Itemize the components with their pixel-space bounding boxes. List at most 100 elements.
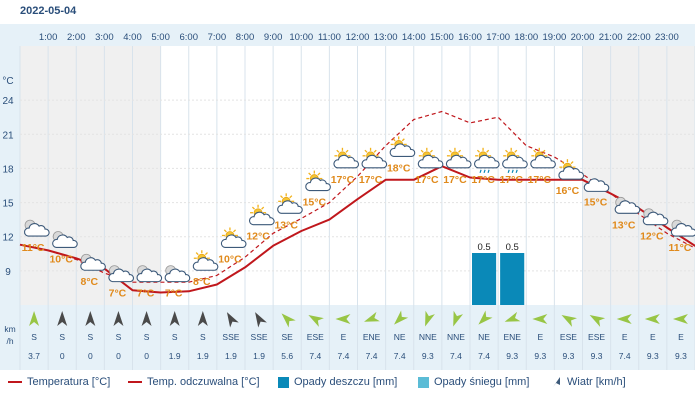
raindrop	[507, 169, 510, 173]
wind-arrow-icon	[29, 311, 40, 326]
wind-speed: 9.3	[534, 351, 546, 361]
wind-direction: E	[341, 332, 347, 342]
wind-arrow-icon	[425, 310, 435, 327]
y-tick-label: 12	[2, 233, 14, 244]
wind-speed: 1.9	[253, 351, 265, 361]
temp-label: 17°C	[528, 174, 552, 186]
wind-arrow-icon	[553, 377, 560, 387]
sun-cloud-icon	[277, 193, 303, 214]
cloud-shape	[108, 268, 134, 283]
sun-ray	[280, 195, 284, 199]
wind-arrow-shape	[589, 315, 606, 327]
wind-arrow-icon	[644, 314, 660, 324]
hour-header-band	[0, 24, 695, 46]
wind-speed: 5.6	[281, 351, 293, 361]
wind-arrow-shape	[29, 311, 40, 326]
wind-speed: 1.9	[225, 351, 237, 361]
cloud-shape	[583, 178, 610, 192]
wind-direction: NE	[478, 332, 490, 342]
rain-bar	[500, 253, 525, 305]
plot-column-bg	[610, 46, 639, 305]
night-cloudy-icon	[670, 219, 695, 237]
legend-feels[interactable]: Temp. odczuwalna [°C]	[128, 376, 260, 388]
wind-speed: 7.4	[619, 351, 631, 361]
legend-rain[interactable]: Opady deszczu [mm]	[278, 376, 397, 388]
sun-ray	[448, 149, 452, 153]
wind-direction: NNE	[419, 332, 437, 342]
wind-speed: 7.4	[366, 351, 378, 361]
wind-direction: ENE	[503, 332, 521, 342]
hour-label: 13:00	[374, 32, 398, 43]
wind-speed: 0	[116, 351, 121, 361]
sun-ray	[364, 149, 368, 153]
wind-speed: 0	[60, 351, 65, 361]
wind-arrow-shape	[85, 311, 96, 326]
legend-temp[interactable]: Temperatura [°C]	[8, 376, 110, 388]
wind-arrow-icon	[197, 311, 208, 326]
night-cloudy-icon	[80, 253, 106, 271]
plot-column-bg	[216, 46, 245, 305]
wind-direction: E	[678, 332, 684, 342]
wind-direction: S	[59, 332, 65, 342]
legend-feels-swatch	[128, 381, 142, 383]
hour-label: 8:00	[236, 32, 255, 43]
temp-label: 17°C	[471, 174, 495, 186]
rain-bar-label: 0.5	[506, 242, 519, 253]
grid-lines	[19, 46, 695, 370]
sun-cloud-icon	[389, 136, 416, 157]
hour-label: 5:00	[151, 32, 170, 43]
temp-label: 17°C	[415, 174, 439, 186]
wind-arrow-icon	[616, 314, 632, 324]
wind-arrow-shape	[226, 312, 239, 328]
raindrop	[487, 169, 490, 173]
wind-arrow-icon	[394, 310, 409, 325]
night-cloudy-icon	[52, 231, 78, 249]
wind-arrow-shape	[504, 311, 521, 322]
wind-arrow-icon	[169, 311, 180, 326]
hour-label: 3:00	[95, 32, 114, 43]
wind-direction: SSE	[251, 332, 268, 342]
plot-column-bg	[160, 46, 189, 305]
wind-speed: 7.4	[309, 351, 321, 361]
wind-unit-km: km	[4, 324, 15, 334]
cloud-shape	[277, 200, 303, 214]
temp-label: 7°C	[137, 288, 155, 300]
wind-speed: 9.3	[563, 351, 575, 361]
legend-feels-label: Temp. odczuwalna [°C]	[147, 376, 260, 388]
y-tick-label: 24	[2, 96, 14, 107]
wind-direction: S	[116, 332, 122, 342]
hour-label: 10:00	[289, 32, 313, 43]
y-tick-label: 15	[2, 199, 14, 210]
night-cloudy-icon	[614, 196, 641, 214]
wind-speed: 9.3	[422, 351, 434, 361]
cloud-shape	[445, 154, 472, 169]
hour-label: 20:00	[571, 32, 595, 43]
cloud-shape	[530, 154, 556, 169]
wind-arrow-icon	[453, 310, 464, 327]
hour-label: 14:00	[402, 32, 426, 43]
sun-rain-icon	[502, 147, 528, 173]
sun-rain-icon	[474, 147, 500, 173]
wind-arrow-icon	[255, 312, 267, 328]
wind-speed: 9.3	[647, 351, 659, 361]
sun-ray	[233, 229, 237, 233]
legend-snow[interactable]: Opady śniegu [mm]	[418, 376, 529, 388]
legend-snow-label: Opady śniegu [mm]	[434, 376, 530, 388]
temp-label: 10°C	[49, 253, 73, 265]
wind-direction: SSE	[222, 332, 239, 342]
sun-ray	[195, 252, 199, 256]
legend-wind[interactable]: Wiatr [km/h]	[550, 376, 626, 388]
temp-label: 13°C	[612, 219, 636, 231]
hour-label: 6:00	[180, 32, 199, 43]
wind-arrow-shape	[453, 310, 464, 327]
plot-column-bg	[104, 46, 133, 305]
wind-direction: S	[31, 332, 37, 342]
sun-cloud-icon	[361, 147, 388, 169]
plot-column-bg	[413, 46, 442, 305]
sun-ray	[514, 149, 518, 153]
sun-ray	[289, 195, 293, 199]
legend-temp-label: Temperatura [°C]	[27, 376, 111, 388]
wind-direction: ESE	[560, 332, 577, 342]
wind-arrow-icon	[113, 311, 124, 326]
hour-label: 15:00	[430, 32, 454, 43]
